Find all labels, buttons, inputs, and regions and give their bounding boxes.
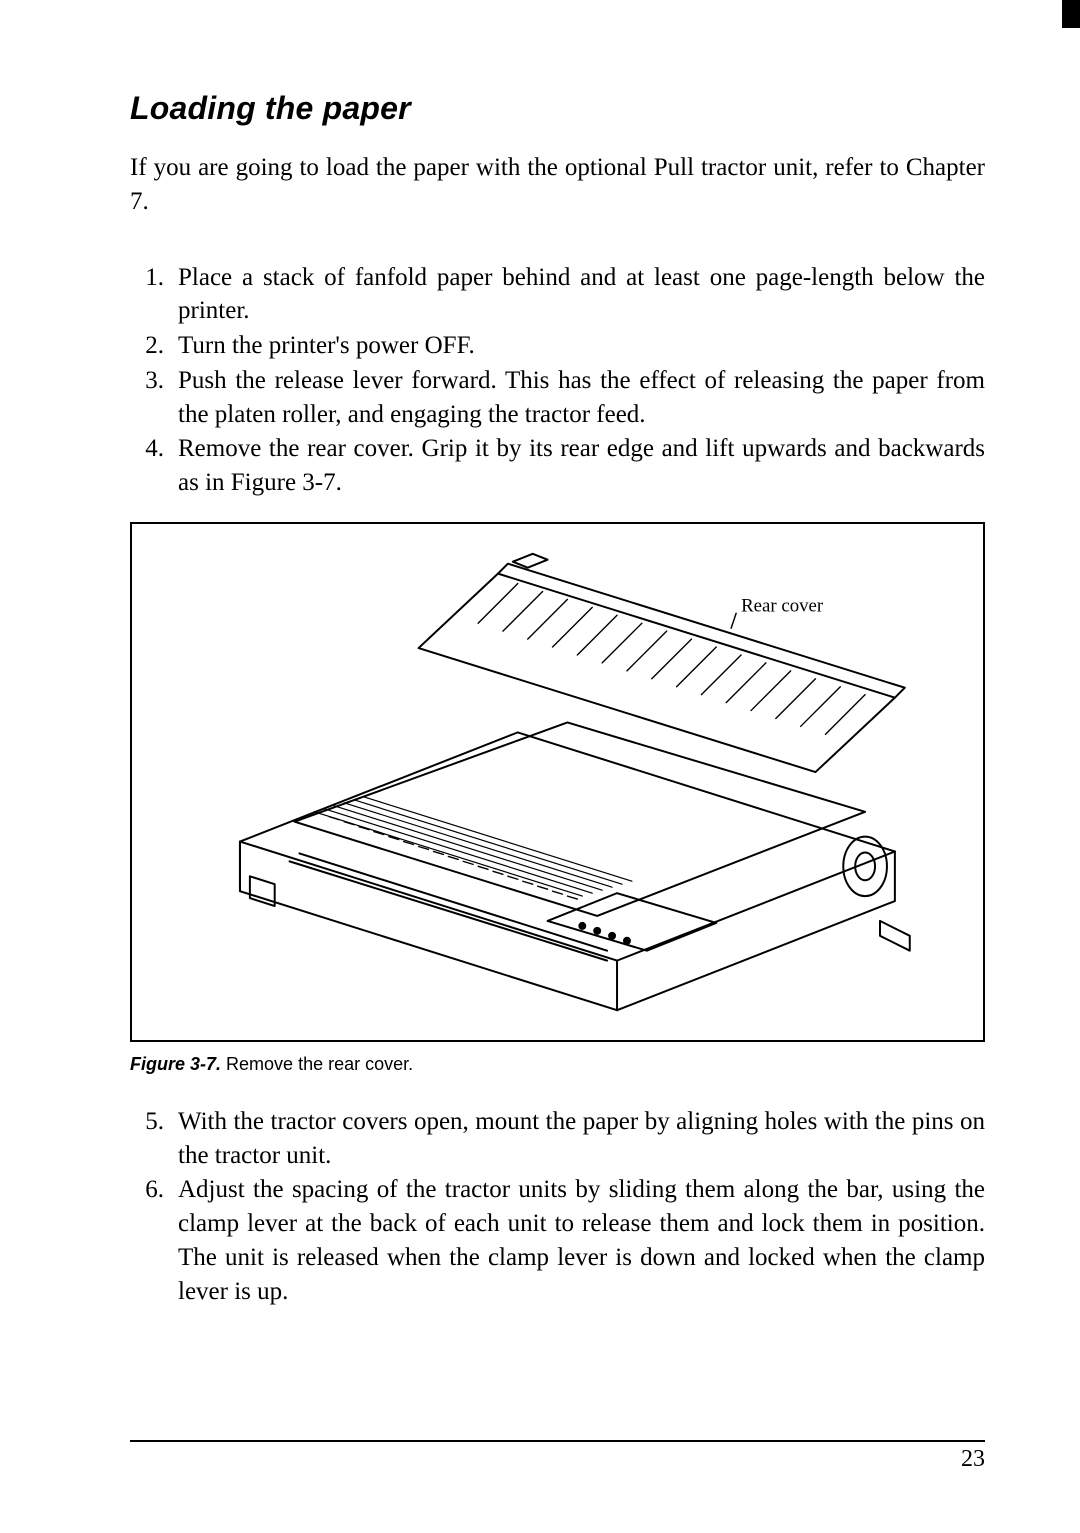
steps-list-1: Place a stack of fanfold paper behind an… [130,261,985,500]
step-text: Place a stack of fanfold paper behind an… [178,261,985,329]
step-text: Push the release lever forward. This has… [178,364,985,432]
step-text: Remove the rear cover. Grip it by its re… [178,432,985,500]
figure-callout-label: Rear cover [741,595,824,616]
figure-number: Figure 3-7. [130,1054,221,1074]
page-footer: 23 [130,1440,985,1473]
step-item: Turn the printer's power OFF. [130,329,985,363]
step-item: With the tractor covers open, mount the … [130,1105,985,1173]
figure-caption-text: Remove the rear cover. [226,1054,413,1074]
footer-rule [130,1440,985,1442]
step-text: With the tractor covers open, mount the … [178,1105,985,1173]
step-text: Adjust the spacing of the tractor units … [178,1173,985,1308]
intro-paragraph: If you are going to load the paper with … [130,151,985,219]
step-item: Adjust the spacing of the tractor units … [130,1173,985,1308]
figure-caption: Figure 3-7. Remove the rear cover. [130,1054,985,1075]
step-item: Remove the rear cover. Grip it by its re… [130,432,985,500]
printer-illustration: Rear cover [132,524,983,1040]
corner-mark [1062,0,1080,28]
step-item: Place a stack of fanfold paper behind an… [130,261,985,329]
figure-3-7: Rear cover [130,522,985,1042]
step-item: Push the release lever forward. This has… [130,364,985,432]
step-text: Turn the printer's power OFF. [178,329,985,363]
steps-list-2: With the tractor covers open, mount the … [130,1105,985,1309]
page-number: 23 [130,1446,985,1473]
manual-page: Loading the paper If you are going to lo… [0,0,1080,1533]
section-title: Loading the paper [130,90,985,127]
